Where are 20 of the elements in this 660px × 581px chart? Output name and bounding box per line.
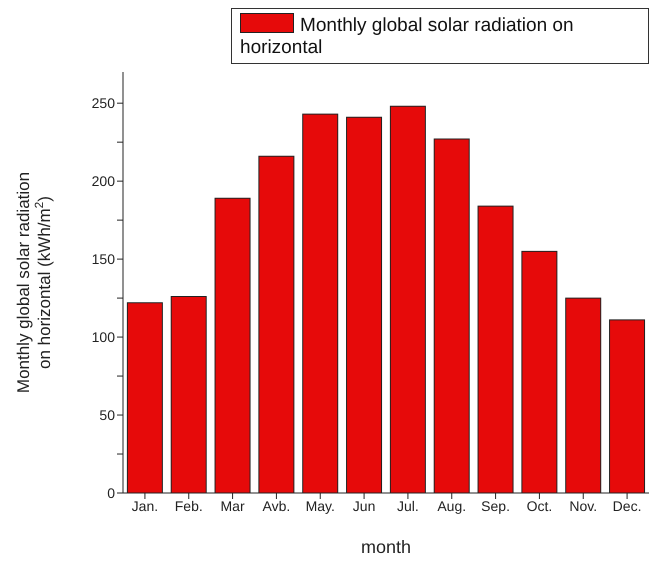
x-tick-label: Jan. (132, 498, 158, 514)
x-axis-title: month (360, 537, 412, 557)
x-tick-label: Mar (220, 498, 245, 514)
y-tick-label: 250 (92, 95, 116, 112)
x-tick-label: Oct. (526, 498, 552, 514)
y-tick-label: 100 (92, 329, 116, 346)
y-tick-label: 0 (107, 484, 116, 501)
y-tick-label: 200 (92, 173, 116, 190)
legend-label: Monthly global solar radiation on horizontal (240, 14, 575, 59)
x-tick-label: Aug. (437, 498, 466, 514)
x-tick-label: Sep. (481, 498, 510, 514)
x-tick-label: Nov. (569, 498, 598, 514)
y-tick-label: 50 (99, 407, 116, 424)
x-tick-label: Avb. (262, 498, 290, 514)
x-tick-label: Jun (352, 498, 376, 514)
x-tick-label: Feb. (174, 498, 203, 514)
x-tick-label: Jul. (397, 498, 419, 514)
y-tick-label: 150 (92, 251, 116, 268)
x-tick-label: May. (306, 498, 335, 514)
x-tick-label: Dec. (612, 498, 642, 514)
